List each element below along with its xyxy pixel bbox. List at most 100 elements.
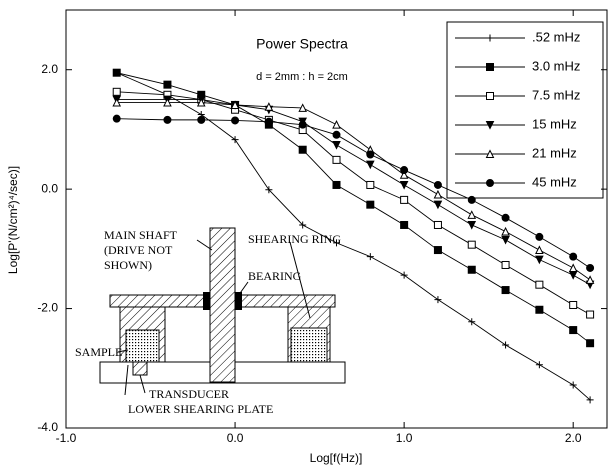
legend-marker xyxy=(486,63,494,71)
marker xyxy=(502,341,510,349)
marker xyxy=(231,136,239,144)
marker xyxy=(332,155,341,164)
marker xyxy=(535,232,544,241)
marker xyxy=(333,239,340,247)
x-tick-label: 1.0 xyxy=(396,431,413,445)
marker xyxy=(586,396,594,404)
legend-marker xyxy=(485,121,495,130)
legend xyxy=(446,21,604,199)
y-tick-label: -2.0 xyxy=(37,301,58,315)
x-tick-label: -1.0 xyxy=(56,431,77,445)
marker xyxy=(332,140,341,150)
chart-subtitle: d = 2mm : h = 2cm xyxy=(256,71,348,83)
marker xyxy=(366,180,375,189)
y-tick-label: 2.0 xyxy=(41,62,58,76)
sample-left xyxy=(125,329,160,363)
marker xyxy=(299,221,307,229)
bearing xyxy=(235,292,242,310)
marker xyxy=(163,80,172,89)
pointer xyxy=(117,349,129,353)
annotation: SHEARING RING xyxy=(248,232,341,246)
legend-label: 3.0 mHz xyxy=(532,58,580,73)
legend-label: 15 mHz xyxy=(532,116,577,131)
marker xyxy=(535,361,543,369)
marker xyxy=(569,381,577,389)
pointer xyxy=(237,281,249,297)
annotation: SAMPLE xyxy=(75,345,122,359)
marker xyxy=(112,97,122,107)
marker xyxy=(568,271,578,280)
marker xyxy=(569,300,578,309)
legend-marker xyxy=(486,34,494,42)
marker xyxy=(501,286,510,295)
marker xyxy=(399,170,409,179)
plot-frame xyxy=(65,9,608,429)
pointer xyxy=(196,239,213,251)
marker xyxy=(298,120,307,129)
main-shaft xyxy=(209,227,236,383)
marker xyxy=(332,130,341,139)
marker xyxy=(230,100,240,109)
x-axis-label: Log[f(Hz)] xyxy=(310,451,363,465)
marker xyxy=(433,189,443,199)
marker xyxy=(265,186,273,194)
chart-title: Power Spectra xyxy=(256,36,348,52)
legend-marker xyxy=(486,92,494,100)
marker xyxy=(535,305,544,314)
y-tick-label: 0.0 xyxy=(41,181,58,195)
sample-right xyxy=(290,327,328,363)
y-axis-label: Log[P'(N/cm²)⁴/sec)] xyxy=(6,166,20,274)
marker xyxy=(400,271,408,279)
marker xyxy=(197,115,206,124)
marker xyxy=(112,114,121,123)
transducer xyxy=(132,361,148,376)
marker xyxy=(467,265,476,274)
marker xyxy=(468,318,476,326)
marker xyxy=(400,220,409,229)
marker xyxy=(400,166,409,175)
marker xyxy=(231,116,240,125)
legend-marker xyxy=(485,149,495,158)
marker xyxy=(163,115,172,124)
legend-marker xyxy=(486,179,494,187)
legend-label: 45 mHz xyxy=(532,174,577,189)
marker xyxy=(433,180,442,189)
marker xyxy=(467,195,476,204)
marker xyxy=(434,296,442,304)
marker xyxy=(433,220,442,229)
marker xyxy=(467,240,476,249)
marker xyxy=(112,87,121,96)
marker xyxy=(332,120,341,129)
annotation: SHOWN) xyxy=(104,258,152,272)
legend-label: 7.5 mHz xyxy=(532,87,580,102)
marker xyxy=(586,310,595,319)
legend-label: .52 mHz xyxy=(532,29,580,44)
marker xyxy=(264,117,273,126)
marker xyxy=(163,97,172,107)
pointer xyxy=(289,241,311,319)
marker xyxy=(568,263,578,272)
marker xyxy=(298,145,307,154)
marker xyxy=(366,160,375,170)
bearing xyxy=(203,292,210,310)
annotation: MAIN SHAFT xyxy=(104,228,178,242)
x-tick-label: 0.0 xyxy=(227,431,244,445)
annotation: (DRIVE NOT xyxy=(104,243,173,257)
marker xyxy=(366,200,375,209)
marker xyxy=(467,220,477,230)
marker xyxy=(569,326,578,335)
marker xyxy=(433,246,442,255)
marker xyxy=(399,180,409,190)
marker xyxy=(585,275,595,284)
apparatus-diagram xyxy=(99,227,346,396)
marker xyxy=(501,213,510,222)
x-tick-label: 2.0 xyxy=(565,431,582,445)
annotation: TRANSDUCER xyxy=(149,387,229,401)
marker xyxy=(400,195,409,204)
marker xyxy=(586,339,595,348)
marker xyxy=(535,255,544,265)
marker xyxy=(467,210,477,219)
marker xyxy=(586,263,595,272)
marker xyxy=(264,102,274,111)
